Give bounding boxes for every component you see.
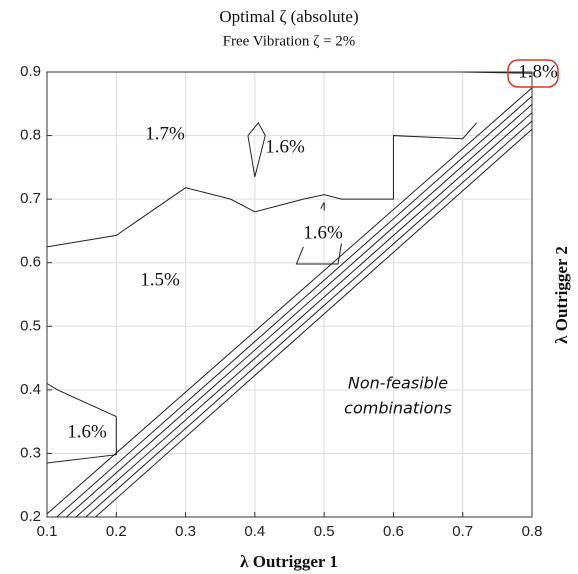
annotation: 1.8% — [518, 61, 558, 82]
annotation: 1.7% — [145, 123, 185, 144]
x-tick-label: 0.1 — [37, 523, 58, 540]
contour-line — [320, 202, 325, 211]
y-tick-label: 0.4 — [20, 381, 41, 398]
y-tick-label: 0.3 — [20, 444, 41, 461]
x-tick-label: 0.3 — [175, 523, 196, 540]
y-tick-label: 0.6 — [20, 254, 41, 271]
contour-line — [295, 243, 342, 265]
contour-line — [85, 120, 533, 518]
annotation: 1.6% — [303, 222, 343, 243]
x-tick-label: 0.4 — [244, 523, 265, 540]
y-axis-label: λ Outrigger 2 — [552, 246, 571, 344]
y-tick-label: 0.5 — [20, 317, 41, 334]
contour-line — [46, 87, 533, 515]
x-tick-label: 0.8 — [522, 523, 543, 540]
y-tick-label: 0.2 — [20, 508, 41, 525]
contour-line — [95, 128, 533, 518]
x-tick-label: 0.6 — [383, 523, 404, 540]
contour-line — [46, 383, 117, 464]
y-tick-label: 0.7 — [20, 190, 41, 207]
annotation: Non-feasible — [348, 374, 448, 393]
annotation: 1.6% — [67, 421, 107, 442]
contour-line — [66, 104, 533, 518]
contour-line — [56, 95, 533, 518]
x-tick-label: 0.2 — [106, 523, 127, 540]
x-tick-label: 0.5 — [314, 523, 335, 540]
x-tick-label: 0.7 — [452, 523, 473, 540]
contour-line — [247, 121, 266, 178]
annotation: combinations — [344, 399, 452, 418]
contour-line — [46, 122, 477, 248]
chart-subtitle: Free Vibration ζ = 2% — [223, 33, 356, 49]
annotation: 1.5% — [140, 269, 180, 290]
highlight-box — [507, 59, 559, 88]
plot-frame — [46, 71, 533, 518]
contour-line — [75, 112, 533, 518]
contour-line — [462, 71, 533, 74]
chart-title: Optimal ζ (absolute) — [219, 7, 358, 26]
x-axis-label: λ Outrigger 1 — [240, 552, 338, 571]
y-tick-label: 0.8 — [20, 127, 41, 144]
annotation: 1.6% — [265, 136, 305, 157]
y-tick-label: 0.9 — [20, 63, 41, 80]
